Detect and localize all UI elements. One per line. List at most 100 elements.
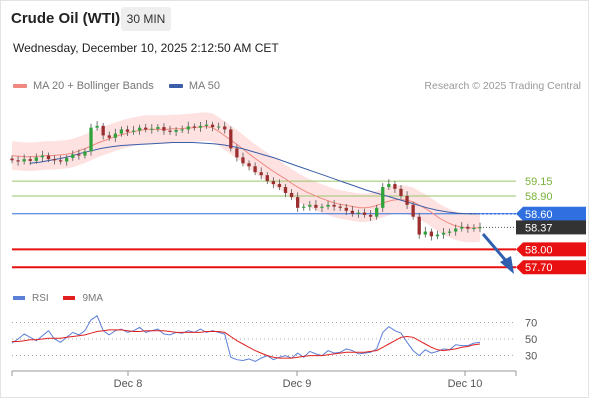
last-price-label: 58.37 [525,222,553,234]
candle-body [387,184,391,188]
pivot-tag [516,206,586,221]
ma50-line [29,142,478,215]
candle-body [77,154,81,156]
candle-body [289,192,294,198]
legend-ma20: MA 20 + Bollinger Bands [13,80,154,92]
rsi-tick-label: 70 [525,317,537,329]
candle-body [326,204,330,207]
ma9-label: 9MA [82,293,104,304]
candle-body [308,204,312,207]
candle-body [320,206,324,208]
support-tag [516,260,586,275]
candle-body [253,166,257,173]
forecast-arrow-head [500,256,514,274]
candle-body [204,124,209,126]
candle-body [259,172,263,176]
rsi-label: RSI [32,293,49,304]
support-label: 58.00 [525,244,553,256]
forecast-arrow-shaft [481,233,509,263]
price-legend: MA 20 + Bollinger Bands MA 50 [13,80,232,92]
ma20-swatch [13,84,27,89]
candle-body [466,226,470,229]
candle-body [192,126,196,128]
candle-body [186,126,190,130]
candle-body [101,125,105,136]
instrument-title: Crude Oil (WTI) [11,10,121,27]
candle-body [441,232,446,235]
x-tick-label: Dec 9 [283,378,312,390]
legend-ma50: MA 50 [168,80,221,92]
target-label: 59.15 [525,176,553,188]
candle-body [58,160,63,162]
bollinger-band [12,112,480,243]
candle-body [302,206,306,208]
x-tick-label: Dec 10 [448,378,483,390]
candle-body [460,226,464,229]
candle-body [162,127,166,131]
ma9-swatch [63,296,76,301]
candle-body [16,160,20,162]
candle-body [52,159,57,161]
support-label: 57.70 [525,262,553,274]
candle-body [296,197,300,208]
candle-body [454,228,458,232]
candle-body [223,126,227,130]
candle-body [478,227,482,229]
candle-body [210,124,215,128]
candle-body [399,188,403,196]
candle-body [131,130,136,132]
ma50-label: MA 50 [188,80,221,92]
candle-body [235,148,239,158]
candle-body [174,130,178,132]
ma20-label: MA 20 + Bollinger Bands [33,80,154,92]
candle-body [314,204,318,208]
candle-body [405,195,409,205]
candle-body [113,133,117,138]
x-tick-label: Dec 8 [114,378,143,390]
candle-body [423,231,427,235]
candle-body [125,129,130,132]
candle-body [28,159,32,161]
candle-body [344,207,348,211]
rsi-tick-label: 30 [525,351,537,363]
candle-body [95,125,99,128]
candle-body [22,159,26,162]
rsi-swatch [13,296,25,301]
timeframe-badge[interactable]: 30 MIN [121,7,171,31]
candle-body [150,128,154,130]
candle-body [34,157,38,161]
candle-body [180,129,184,131]
candle-body [362,212,367,215]
rsi-line [11,315,481,362]
datetime-label: Wednesday, December 10, 2025 2:12:50 AM … [13,41,279,55]
candle-body [119,129,124,134]
candle-body [447,231,452,233]
rsi-tick-label: 50 [525,334,537,346]
candle-body [472,228,476,229]
candle-body [247,163,251,167]
legend-9ma: 9MA [63,293,103,304]
candle-body [411,204,415,217]
candle-body [156,127,160,129]
candle-body [375,207,379,217]
target-label: 58.90 [525,191,553,203]
candle-body [216,126,221,128]
candle-body [46,155,51,160]
research-credit: Research © 2025 Trading Central [424,80,581,92]
candle-body [198,125,203,128]
last-price-tag [516,220,586,235]
candle-body [338,206,342,208]
support-tag [516,242,586,257]
rsi-legend: RSI 9MA [13,293,115,304]
candle-body [229,129,233,149]
candle-body [71,154,75,158]
candle-body [435,234,440,237]
candle-body [107,135,111,138]
candle-body [137,127,142,131]
candle-body [265,175,269,182]
candle-body [356,212,361,214]
candle-body [381,187,385,208]
candle-body [350,210,355,214]
